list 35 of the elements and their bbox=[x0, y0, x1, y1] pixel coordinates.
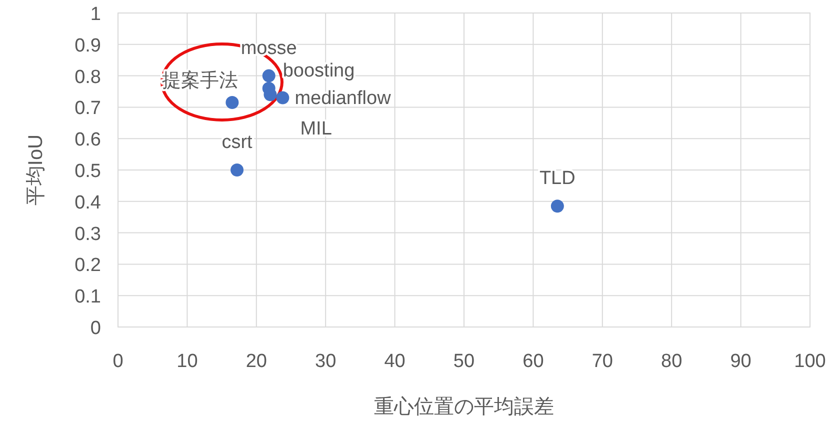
x-tick-label: 10 bbox=[176, 351, 198, 372]
y-tick-label: 0.1 bbox=[74, 286, 101, 308]
y-tick-label: 0.7 bbox=[74, 98, 101, 120]
x-tick-label: 0 bbox=[112, 351, 124, 372]
x-tick-label: 80 bbox=[661, 351, 682, 372]
x-tick-label: 50 bbox=[453, 351, 475, 372]
annotation: boosting bbox=[282, 60, 355, 82]
y-tick-label: 0.5 bbox=[74, 161, 101, 182]
x-tick-label: 40 bbox=[384, 351, 406, 372]
y-tick-label: 1 bbox=[90, 4, 101, 25]
y-tick-label: 0.2 bbox=[74, 255, 101, 276]
x-tick-label: 60 bbox=[522, 351, 544, 372]
annotation: TLD bbox=[539, 168, 576, 190]
point bbox=[230, 164, 244, 176]
point bbox=[264, 88, 277, 102]
x-tick-label: 30 bbox=[315, 351, 336, 372]
y-tick-label: 0.9 bbox=[74, 35, 101, 56]
point bbox=[550, 200, 564, 213]
y-tick-label: 0.3 bbox=[74, 224, 101, 245]
x-axis-title: 重心位置の平均誤差 bbox=[374, 396, 554, 418]
x-tick-label: 70 bbox=[592, 351, 613, 372]
annotation: csrt bbox=[222, 132, 254, 153]
point bbox=[276, 91, 290, 104]
y-axis-title: 平均IoU bbox=[25, 134, 47, 206]
point bbox=[226, 96, 239, 109]
annotation: MIL bbox=[300, 118, 332, 140]
y-tick-label: 0.8 bbox=[74, 66, 101, 88]
x-tick-label: 100 bbox=[794, 351, 826, 372]
annotation: medianflow bbox=[294, 88, 392, 109]
point bbox=[262, 69, 276, 82]
y-tick-label: 0.4 bbox=[74, 192, 102, 214]
x-tick-label: 90 bbox=[730, 351, 752, 372]
y-tick-label: 0 bbox=[90, 318, 101, 339]
x-tick-label: 20 bbox=[246, 351, 267, 372]
y-tick-label: 0.6 bbox=[74, 130, 101, 151]
